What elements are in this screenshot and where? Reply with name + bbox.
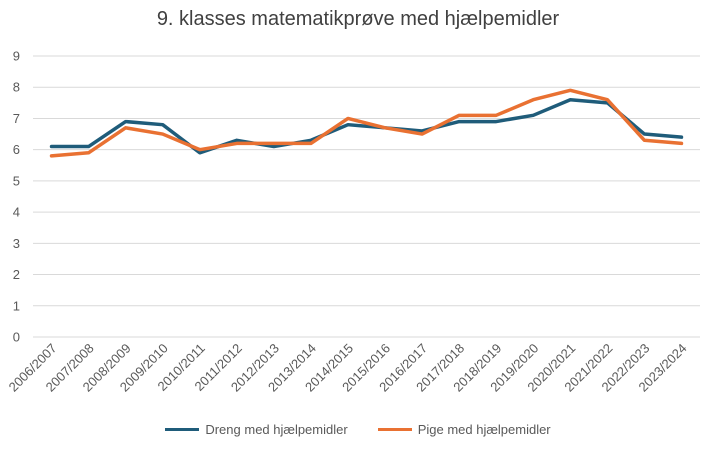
y-tick-label: 7: [13, 111, 20, 126]
series-line-0: [49, 97, 684, 155]
legend-item-pige: Pige med hjælpemidler: [377, 422, 551, 437]
legend-label-dreng: Dreng med hjælpemidler: [205, 422, 348, 437]
y-tick-label: 2: [13, 267, 20, 282]
y-tick-label: 5: [13, 173, 20, 188]
y-tick-label: 9: [13, 49, 20, 64]
legend-swatch-pige: [377, 428, 412, 431]
y-tick-label: 8: [13, 80, 20, 95]
y-tick-label: 4: [13, 205, 20, 220]
legend-label-pige: Pige med hjælpemidler: [417, 422, 551, 437]
legend: Dreng med hjælpemidler Pige med hjælpemi…: [0, 422, 716, 437]
legend-swatch-dreng: [165, 428, 200, 431]
series-line-1: [49, 88, 684, 158]
y-tick-label: 1: [13, 298, 20, 313]
chart-title: 9. klasses matematikprøve med hjælpemidl…: [156, 8, 560, 30]
legend-item-dreng: Dreng med hjælpemidler: [165, 422, 348, 437]
y-tick-label: 0: [13, 330, 20, 345]
y-tick-label: 3: [13, 236, 20, 251]
y-tick-label: 6: [13, 142, 20, 157]
